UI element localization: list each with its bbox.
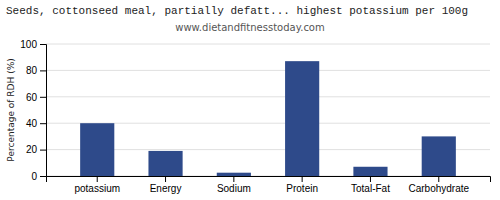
y-tick: 80 <box>26 65 46 76</box>
x-tick-label: Carbohydrate <box>408 183 469 194</box>
y-tick-label: 20 <box>26 144 38 155</box>
y-tick-mark <box>40 97 46 98</box>
bars <box>80 61 456 176</box>
x-tick-mark <box>97 176 98 182</box>
y-tick-mark <box>40 70 46 71</box>
y-tick-label: 80 <box>26 65 38 76</box>
grid-line <box>46 44 490 45</box>
x-axis-line <box>47 177 491 183</box>
y-tick: 100 <box>20 39 46 50</box>
y-tick: 20 <box>26 144 46 155</box>
y-tick-label: 100 <box>20 39 37 50</box>
x-tick: potassium <box>74 176 120 194</box>
x-tick-mark <box>233 176 234 182</box>
y-tick: 60 <box>26 92 46 103</box>
bar <box>285 61 319 176</box>
y-tick: 0 <box>31 171 46 182</box>
x-tick-label: Protein <box>286 183 318 194</box>
x-tick: Carbohydrate <box>408 176 469 194</box>
y-axis: 0 20 40 60 80 100 <box>20 39 46 182</box>
y-tick-mark <box>40 123 46 124</box>
x-tick-label: Total-Fat <box>351 183 390 194</box>
x-tick-label: potassium <box>74 183 120 194</box>
y-tick-label: 0 <box>31 171 37 182</box>
x-tick-mark <box>165 176 166 182</box>
bar <box>422 136 456 176</box>
x-axis: potassium Energy Sodium Protein Total-Fat Car… <box>47 176 491 194</box>
x-tick: Total-Fat <box>351 176 390 194</box>
x-tick: Protein <box>286 176 318 194</box>
y-tick: 40 <box>26 118 46 129</box>
grid <box>46 44 490 176</box>
x-tick-mark <box>370 176 371 182</box>
y-tick-mark <box>40 44 46 45</box>
grid-line <box>46 96 490 97</box>
y-tick-mark <box>40 176 46 177</box>
plot: 0 20 40 60 80 100 potassium Energy Sodium Protein… <box>20 39 490 194</box>
y-tick-label: 40 <box>26 118 38 129</box>
x-tick-mark <box>438 176 439 182</box>
y-axis-line <box>40 45 47 177</box>
x-tick: Sodium <box>217 176 251 194</box>
chart: Seeds, cottonseed meal, partially defatt… <box>0 0 500 200</box>
x-tick: Energy <box>150 176 182 194</box>
x-tick-label: Energy <box>150 183 182 194</box>
x-tick-label: Sodium <box>217 183 251 194</box>
bar <box>80 123 114 176</box>
y-tick-label: 60 <box>26 92 38 103</box>
bar <box>353 167 387 176</box>
subtitle: www.dietandfitnesstoday.com <box>175 22 324 33</box>
title: Seeds, cottonseed meal, partially defatt… <box>6 5 468 17</box>
bar <box>148 151 182 176</box>
x-tick-mark <box>302 176 303 182</box>
y-axis-title: Percentage of RDH (%) <box>6 58 16 161</box>
bar <box>217 173 251 176</box>
y-tick-mark <box>40 150 46 151</box>
grid-line <box>46 70 490 71</box>
